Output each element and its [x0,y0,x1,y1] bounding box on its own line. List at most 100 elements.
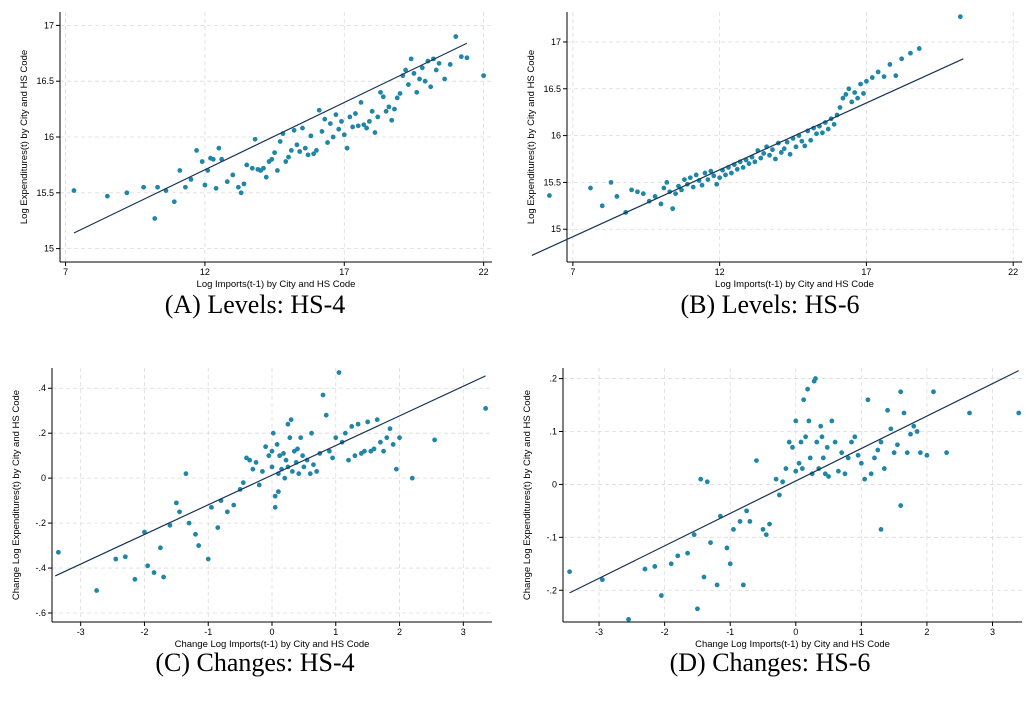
data-point [798,439,804,445]
data-point [752,159,758,165]
chart-d: -3 -2 -1 0 1 2 3 -.2 -.1 0 .1 .2 Change Log Imports(… [522,368,1022,650]
data-point [302,145,308,151]
data-point [199,159,205,164]
data-point [875,69,881,75]
data-point [724,545,730,551]
data-point [767,521,772,527]
data-point [411,70,417,76]
data-point [277,453,283,459]
data-point [944,450,949,456]
data-point [145,563,151,569]
data-point [333,112,339,118]
y-tick-label: 17 [44,20,54,30]
y-tick-label: -.1 [546,532,557,542]
y-tick-label: .4 [38,383,46,393]
data-point [281,451,286,456]
data-point [629,187,634,193]
data-point [931,389,936,395]
data-point [298,435,304,441]
data-point [793,144,799,150]
data-point [786,439,792,445]
data-point [832,439,838,445]
data-point [392,106,397,112]
y-axis-title: Log Expenditures(t) by City and HS Code [526,50,537,224]
y-tick-label: 16 [44,132,54,142]
data-point [864,78,869,84]
data-point [784,139,790,145]
y-tick-label: 0 [552,479,557,489]
data-point [924,452,930,458]
data-point [806,418,812,424]
data-point [433,67,439,73]
data-point [837,105,843,110]
data-point [341,132,347,138]
x-tick-label: -3 [595,627,603,637]
data-point [288,417,294,423]
data-point [269,464,275,470]
data-point [734,166,740,172]
data-point [296,471,302,477]
data-point [361,122,367,128]
data-point [807,455,813,461]
data-point [352,453,358,459]
data-point [862,476,868,482]
data-point [188,177,194,182]
data-point [311,462,316,468]
data-point [320,392,326,398]
data-point [898,503,904,508]
data-point [286,154,291,160]
data-point [263,174,269,180]
data-point [161,574,166,580]
data-point [230,172,236,178]
x-axis-title: Change Log Imports(t-1) by City and HS C… [695,639,890,650]
data-point [390,442,396,447]
data-point [378,439,383,445]
data-point [787,151,793,157]
data-point [661,185,667,191]
caption-b: (B) Levels: HS-6 [680,290,860,319]
y-tick-label: 15 [44,244,54,254]
data-point [183,471,189,477]
data-point [196,543,202,548]
data-point [371,446,377,452]
data-point [347,114,353,120]
data-point [717,175,723,181]
data-point [249,165,255,171]
data-point [690,184,696,190]
data-point [330,455,335,461]
data-point [301,464,307,470]
data-point [852,434,858,440]
data-point [355,421,361,427]
data-point [336,126,342,132]
data-point [464,55,470,61]
x-tick-label: 22 [479,267,489,277]
fit-line [73,42,468,234]
data-point [895,442,900,448]
data-point [419,65,425,71]
data-point [152,216,158,221]
data-point [840,95,846,101]
chart-c: -3 -2 -1 0 1 2 3 -.6 -.4 -.2 0 .2 .4 Change Log Impor… [11,368,492,650]
data-point [342,430,348,436]
data-point [417,76,422,82]
x-axis-title: Log Imports(t-1) by City and HS Code [715,279,874,290]
x-tick-label: 1 [859,627,864,637]
data-point [698,476,704,482]
data-point [783,466,789,471]
data-point [481,73,487,79]
data-point [691,532,697,538]
data-point [814,131,819,137]
data-point [210,156,216,162]
data-point [849,439,854,445]
fit-line [54,375,486,577]
data-point [94,588,100,593]
data-point [224,179,230,185]
data-point [428,84,434,90]
data-point [868,471,874,477]
x-tick-label: 3 [990,627,995,637]
data-point [309,430,314,436]
data-point [397,91,403,96]
y-tick-label: -.2 [546,585,557,595]
data-point [362,448,367,454]
